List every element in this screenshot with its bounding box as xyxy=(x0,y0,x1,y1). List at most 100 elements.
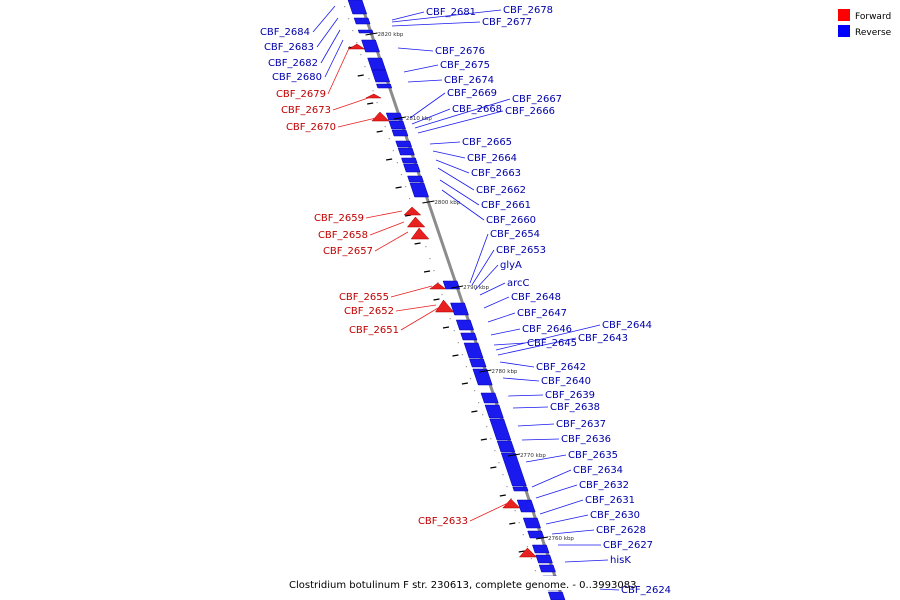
reverse-gene-label: CBF_2647 xyxy=(517,308,567,319)
minor-tick xyxy=(490,466,497,469)
forward-leader-line xyxy=(374,231,409,252)
kbp-tick xyxy=(422,200,435,204)
reverse-gene-block xyxy=(409,182,430,198)
forward-leader-line xyxy=(337,117,377,128)
reverse-gene-label: CBF_2632 xyxy=(579,480,629,491)
reverse-gene-block xyxy=(522,517,541,529)
reverse-gene-block xyxy=(532,544,550,554)
gene-features xyxy=(347,0,566,600)
reverse-gene-label: CBF_2627 xyxy=(603,540,653,551)
forward-gene-label: CBF_2670 xyxy=(286,122,336,133)
reverse-gene-block xyxy=(357,29,374,34)
reverse-leader-line xyxy=(539,499,584,515)
track-dot xyxy=(482,414,484,416)
legend: Forward Reverse xyxy=(838,9,892,38)
reverse-leader-line xyxy=(439,179,480,206)
forward-gene-block xyxy=(435,299,455,313)
reverse-gene-label: CBF_2680 xyxy=(272,72,322,83)
minor-tick xyxy=(499,494,506,497)
kbp-tick xyxy=(451,285,464,289)
track-dot xyxy=(530,558,532,560)
kbp-tick-label: 2820 kbp xyxy=(378,32,404,38)
kbp-tick xyxy=(507,453,521,457)
track-dot xyxy=(502,474,504,476)
forward-leader-line xyxy=(395,304,437,312)
reverse-gene-block xyxy=(496,440,516,453)
track-dot xyxy=(453,330,455,332)
minor-tick xyxy=(423,270,431,273)
track-dot xyxy=(465,366,468,368)
reverse-gene-label: CBF_2637 xyxy=(556,419,606,430)
reverse-gene-block xyxy=(516,499,536,513)
forward-gene-label: CBF_2673 xyxy=(281,105,331,116)
forward-gene-label: CBF_2658 xyxy=(318,230,368,241)
reverse-gene-block xyxy=(395,140,413,148)
track-dot xyxy=(408,198,411,200)
track-dot xyxy=(498,462,500,464)
reverse-gene-block xyxy=(547,591,566,600)
track-dot xyxy=(344,6,346,8)
kbp-tick-label: 2770 kbp xyxy=(520,453,546,459)
minor-tick xyxy=(414,242,421,245)
reverse-leader-line xyxy=(312,5,336,33)
reverse-gene-label: CBF_2648 xyxy=(511,292,561,303)
reverse-gene-label: CBF_2638 xyxy=(550,402,600,413)
reverse-leader-line xyxy=(483,296,510,309)
kbp-tick xyxy=(393,116,407,120)
reverse-leader-line xyxy=(429,141,461,145)
forward-gene-block xyxy=(348,43,366,50)
reverse-leader-line xyxy=(469,233,489,284)
reverse-leader-line xyxy=(391,11,425,21)
reverse-gene-block xyxy=(450,302,469,316)
track-dot xyxy=(526,546,528,548)
track-dot xyxy=(384,126,386,128)
reverse-gene-block xyxy=(361,39,380,53)
reverse-gene-block xyxy=(391,129,409,137)
reverse-gene-label: glyA xyxy=(500,260,522,271)
gene-labels: CBF_2684 CBF_2683 CBF_2682 CBF_2680 CBF_2681… xyxy=(260,5,671,596)
forward-gene-label: CBF_2679 xyxy=(276,89,326,100)
reverse-gene-label: CBF_2669 xyxy=(447,88,497,99)
minor-tick xyxy=(442,326,450,329)
reverse-gene-block xyxy=(527,530,545,539)
track-dot xyxy=(356,42,358,44)
reverse-gene-label: CBF_2630 xyxy=(590,510,640,521)
track-dot xyxy=(449,318,451,320)
track-dot xyxy=(486,426,488,428)
minor-tick xyxy=(518,550,525,553)
reverse-leader-line xyxy=(407,79,443,83)
minor-tick xyxy=(376,130,383,133)
reverse-gene-label: CBF_2667 xyxy=(512,94,562,105)
reverse-gene-block xyxy=(397,147,415,156)
reverse-leader-line xyxy=(391,9,502,23)
track-dot xyxy=(360,54,362,56)
track-dot xyxy=(441,294,443,296)
track-dot xyxy=(348,18,350,20)
reverse-leader-line xyxy=(487,312,516,323)
track-dot xyxy=(518,522,520,524)
forward-gene-block xyxy=(406,216,426,228)
reverse-gene-label: CBF_2675 xyxy=(440,60,490,71)
forward-leader-line xyxy=(369,221,405,236)
reverse-gene-block xyxy=(401,157,418,164)
forward-gene-block xyxy=(518,547,538,558)
minor-tick xyxy=(357,74,364,77)
reverse-leader-line xyxy=(320,29,341,64)
reverse-gene-label: CBF_2624 xyxy=(621,585,671,596)
reverse-leader-line xyxy=(474,264,499,291)
forward-gene-label: CBF_2657 xyxy=(323,246,373,257)
reverse-gene-label: CBF_2684 xyxy=(260,27,310,38)
reverse-leader-line xyxy=(435,159,470,174)
reverse-leader-line xyxy=(437,167,475,191)
reverse-leader-line xyxy=(391,21,481,27)
reverse-gene-label: CBF_2682 xyxy=(268,58,318,69)
minor-tick xyxy=(395,186,402,189)
forward-leader-line xyxy=(469,502,509,522)
reverse-gene-block xyxy=(535,554,553,564)
forward-gene-label: CBF_2652 xyxy=(344,306,394,317)
reverse-gene-label: CBF_2664 xyxy=(467,153,517,164)
track-dot xyxy=(437,282,439,284)
reverse-gene-label: CBF_2677 xyxy=(482,17,532,28)
reverse-gene-label: CBF_2663 xyxy=(471,168,521,179)
reverse-leader-line xyxy=(525,454,567,463)
